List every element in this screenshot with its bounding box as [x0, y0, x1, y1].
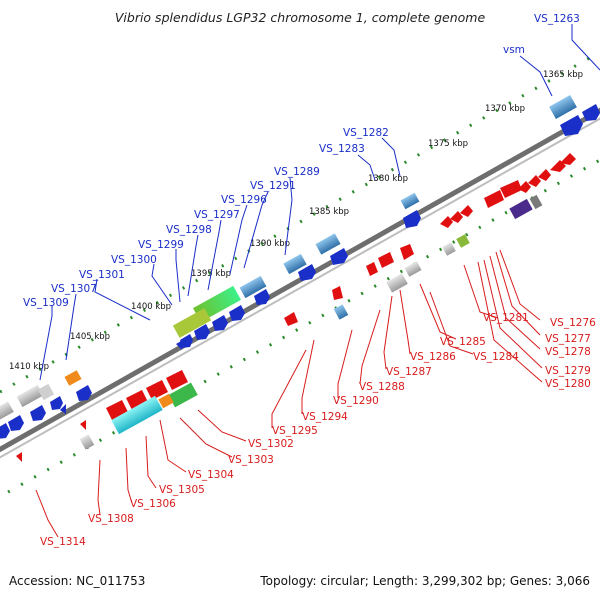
gene-label: VS_1290 — [333, 395, 379, 407]
scale-label: 1390 kbp — [250, 239, 290, 249]
gene-label: VS_1289 — [274, 166, 320, 178]
forward-gene-labels: VS_1263 vsm VS_1282 VS_1283 VS_1289 VS_1… — [23, 13, 580, 309]
gene-label: VS_1314 — [40, 536, 86, 548]
map-title: Vibrio splendidus LGP32 chromosome 1, co… — [114, 10, 486, 25]
gene-label: VS_1285 — [440, 336, 486, 348]
gene-label: VS_1291 — [250, 180, 296, 192]
reverse-label-leaders — [35, 249, 543, 538]
gene-label: vsm — [503, 44, 525, 56]
gene-label: VS_1303 — [228, 454, 274, 466]
gene-label: VS_1309 — [23, 297, 69, 309]
scale-label: 1385 kbp — [309, 207, 349, 217]
gene-label: VS_1299 — [138, 239, 184, 251]
chromosome-backbone — [0, 107, 600, 459]
gene-label: VS_1287 — [386, 366, 432, 378]
gene-label: VS_1279 — [545, 365, 591, 377]
gene-label: VS_1284 — [473, 351, 519, 363]
forward-label-leaders — [39, 24, 600, 381]
gene-label: VS_1277 — [545, 333, 591, 345]
gene-label: VS_1304 — [188, 469, 234, 481]
gene-label: VS_1281 — [483, 312, 529, 324]
scale-label: 1400 kbp — [131, 302, 171, 312]
gene-label: VS_1300 — [111, 254, 157, 266]
gene-label: VS_1295 — [272, 425, 318, 437]
scale-label: 1405 kbp — [70, 332, 110, 342]
gene-label: VS_1263 — [534, 13, 580, 25]
accession-text: Accession: NC_011753 — [9, 574, 146, 588]
gene-label: VS_1307 — [51, 283, 97, 295]
scale-label: 1380 kbp — [368, 174, 408, 184]
scale-label: 1410 kbp — [9, 362, 49, 372]
gene-label: VS_1297 — [194, 209, 240, 221]
gene-label: VS_1288 — [359, 381, 405, 393]
reverse-gene-labels: VS_1276 VS_1277 VS_1278 VS_1279 VS_1280 … — [40, 312, 596, 548]
reverse-strand-features — [16, 153, 576, 462]
gene-label: VS_1286 — [410, 351, 456, 363]
gene-label: VS_1298 — [166, 224, 212, 236]
gene-label: VS_1283 — [319, 143, 365, 155]
gene-label: VS_1276 — [550, 317, 596, 329]
gene-label: VS_1301 — [79, 269, 125, 281]
gene-label: VS_1294 — [302, 411, 348, 423]
gene-label: VS_1280 — [545, 378, 591, 390]
gene-label: VS_1296 — [221, 194, 267, 206]
scale-labels: 1365 kbp 1370 kbp 1375 kbp 1380 kbp 1385… — [9, 70, 583, 372]
topology-summary: Topology: circular; Length: 3,299,302 bp… — [260, 574, 590, 588]
gene-label: VS_1302 — [248, 438, 294, 450]
gene-label: VS_1282 — [343, 127, 389, 139]
gene-label: VS_1306 — [130, 498, 176, 510]
scale-label: 1375 kbp — [428, 139, 468, 149]
scale-label: 1370 kbp — [485, 104, 525, 114]
forward-strand-features — [0, 95, 600, 439]
gene-label: VS_1305 — [159, 484, 205, 496]
gene-label: VS_1278 — [545, 346, 591, 358]
gene-label: VS_1308 — [88, 513, 134, 525]
scale-label: 1365 kbp — [543, 70, 583, 80]
